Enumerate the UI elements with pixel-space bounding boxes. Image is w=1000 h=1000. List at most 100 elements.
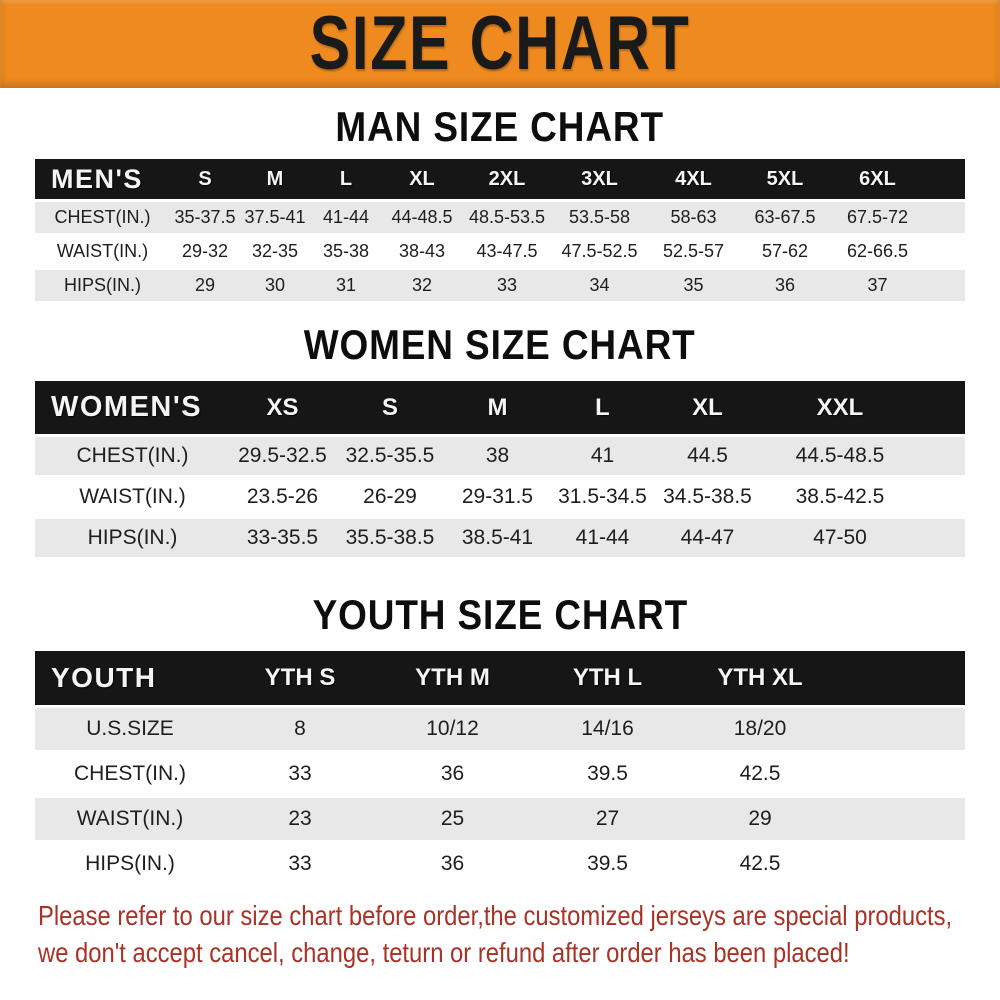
header-spacer [920,381,965,434]
column-header: 4XL [647,159,740,199]
cell: 35.5-38.5 [335,519,445,557]
cell: 42.5 [685,843,835,885]
cell-spacer [920,437,965,475]
cell: 39.5 [530,753,685,795]
women-size-chart-section: WOMEN SIZE CHART WOMEN'S XS S M L XL XXL CHEST… [0,304,1000,560]
table-row: HIPS(IN.) 33-35.5 35.5-38.5 38.5-41 41-44 44-… [35,519,965,557]
cell-spacer [835,843,965,885]
column-header: YTH XL [685,651,835,705]
table-row: CHEST(IN.) 35-37.5 37.5-41 41-44 44-48.5 48.5… [35,202,965,233]
cell: 23 [225,798,375,840]
cell: 37.5-41 [240,202,310,233]
cell: 33 [462,270,552,301]
youth-size-table: YOUTH YTH S YTH M YTH L YTH XL U.S.SIZE 8 10/1… [35,648,965,888]
cell: 58-63 [647,202,740,233]
youth-size-chart-section: YOUTH SIZE CHART YOUTH YTH S YTH M YTH L YTH… [0,560,1000,888]
cell-spacer [920,478,965,516]
cell: 42.5 [685,753,835,795]
cell: 38.5-42.5 [760,478,920,516]
cell: 47-50 [760,519,920,557]
cell: 47.5-52.5 [552,236,647,267]
cell: 14/16 [530,708,685,750]
row-label: CHEST(IN.) [35,437,230,475]
cell-spacer [835,798,965,840]
header-row: MEN'S S M L XL 2XL 3XL 4XL 5XL 6XL [35,159,965,199]
cell: 44.5 [655,437,760,475]
youth-section-title: YOUTH SIZE CHART [0,560,1000,636]
column-header: XXL [760,381,920,434]
row-label: HIPS(IN.) [35,519,230,557]
header-spacer [835,651,965,705]
cell: 41-44 [310,202,382,233]
order-notice-line2: we don't accept cancel, change, teturn o… [38,936,850,968]
row-label: HIPS(IN.) [35,843,225,885]
column-header: YTH S [225,651,375,705]
table-row: CHEST(IN.) 33 36 39.5 42.5 [35,753,965,795]
header-row: YOUTH YTH S YTH M YTH L YTH XL [35,651,965,705]
cell: 44-48.5 [382,202,462,233]
row-label: WAIST(IN.) [35,236,170,267]
table-row: WAIST(IN.) 29-32 32-35 35-38 38-43 43-47.5 47.… [35,236,965,267]
cell: 18/20 [685,708,835,750]
cell: 26-29 [335,478,445,516]
cell: 29.5-32.5 [230,437,335,475]
cell: 53.5-58 [552,202,647,233]
cell: 67.5-72 [830,202,925,233]
table-row: WAIST(IN.) 23 25 27 29 [35,798,965,840]
table-label: YOUTH [35,651,225,705]
cell: 32-35 [240,236,310,267]
cell: 10/12 [375,708,530,750]
cell: 57-62 [740,236,830,267]
women-section-title: WOMEN SIZE CHART [0,304,1000,366]
cell: 35-38 [310,236,382,267]
women-size-table: WOMEN'S XS S M L XL XXL CHEST(IN.) 29.5-32.5 32.… [35,378,965,560]
cell: 29 [685,798,835,840]
column-header: 3XL [552,159,647,199]
row-label: WAIST(IN.) [35,798,225,840]
cell-spacer [835,708,965,750]
table-label: MEN'S [35,159,170,199]
cell: 23.5-26 [230,478,335,516]
cell: 34.5-38.5 [655,478,760,516]
column-header: YTH M [375,651,530,705]
cell: 33 [225,753,375,795]
cell: 33-35.5 [230,519,335,557]
column-header: M [445,381,550,434]
cell: 29 [170,270,240,301]
header-spacer [925,159,965,199]
order-notice: Please refer to our size chart before or… [38,898,952,972]
cell: 30 [240,270,310,301]
cell: 36 [375,753,530,795]
column-header: YTH L [530,651,685,705]
cell-spacer [925,270,965,301]
cell: 52.5-57 [647,236,740,267]
row-label: CHEST(IN.) [35,753,225,795]
table-row: U.S.SIZE 8 10/12 14/16 18/20 [35,708,965,750]
table-row: HIPS(IN.) 33 36 39.5 42.5 [35,843,965,885]
cell: 31.5-34.5 [550,478,655,516]
cell: 44-47 [655,519,760,557]
cell: 44.5-48.5 [760,437,920,475]
column-header: L [310,159,382,199]
cell: 62-66.5 [830,236,925,267]
banner: SIZE CHART [0,0,1000,88]
cell: 32.5-35.5 [335,437,445,475]
header-row: WOMEN'S XS S M L XL XXL [35,381,965,434]
row-label: WAIST(IN.) [35,478,230,516]
cell: 34 [552,270,647,301]
cell: 31 [310,270,382,301]
cell: 25 [375,798,530,840]
column-header: L [550,381,655,434]
table-label: WOMEN'S [35,381,230,434]
cell: 36 [740,270,830,301]
row-label: U.S.SIZE [35,708,225,750]
women-section-title-text: WOMEN SIZE CHART [304,321,696,368]
cell: 63-67.5 [740,202,830,233]
cell: 37 [830,270,925,301]
cell: 38 [445,437,550,475]
cell: 36 [375,843,530,885]
cell: 8 [225,708,375,750]
cell: 38.5-41 [445,519,550,557]
cell: 35-37.5 [170,202,240,233]
cell: 48.5-53.5 [462,202,552,233]
